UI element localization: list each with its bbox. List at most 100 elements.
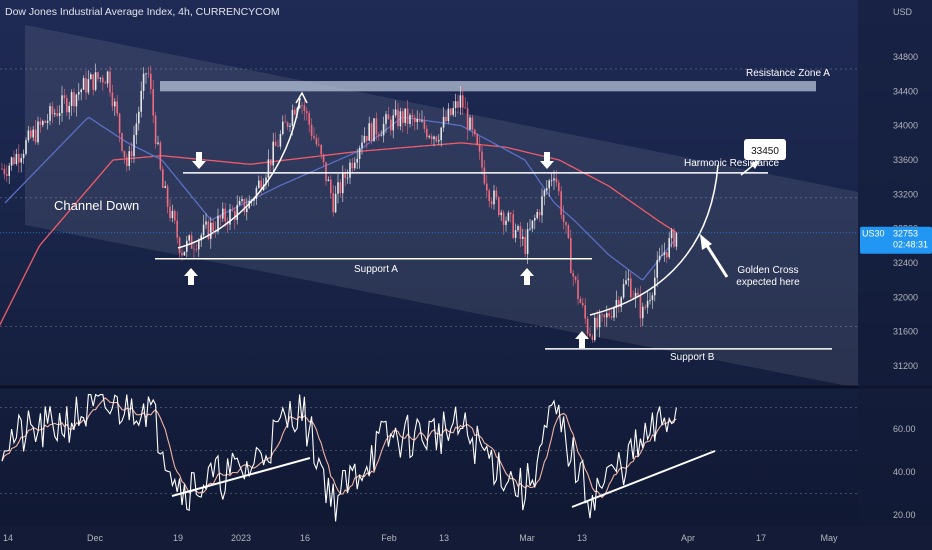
candle-body	[154, 115, 157, 144]
candle-body	[675, 232, 678, 247]
candle-body	[37, 121, 39, 143]
candle-body	[529, 228, 531, 230]
candle-body	[104, 82, 106, 84]
candle-body	[370, 123, 373, 142]
candle-body	[435, 136, 438, 142]
candle-body	[346, 177, 349, 179]
candle-body	[94, 72, 97, 90]
candle-body	[591, 336, 594, 341]
candle-body	[258, 180, 260, 188]
candle-body	[178, 237, 181, 253]
candle-body	[30, 130, 32, 138]
candle-body	[123, 150, 126, 158]
candle-body	[109, 71, 111, 93]
candle-body	[447, 108, 450, 122]
candle-body	[13, 157, 15, 164]
candle-body	[426, 128, 428, 138]
candle-body	[656, 260, 658, 278]
candle-body	[594, 317, 596, 341]
candle-body	[308, 113, 310, 125]
currency-label: USD	[893, 7, 913, 17]
price-tick-label: 34000	[893, 121, 918, 131]
candle-body	[668, 238, 670, 258]
candle-body	[414, 117, 416, 122]
candle-body	[193, 248, 195, 250]
candle-body	[351, 162, 354, 169]
candle-body	[102, 77, 104, 83]
candle-body	[442, 116, 445, 128]
candle-body	[354, 162, 356, 169]
candle-body	[147, 73, 150, 75]
candle-body	[73, 92, 75, 107]
candle-body	[241, 199, 243, 202]
candle-body	[478, 144, 481, 152]
candle-body	[380, 135, 382, 137]
candle-body	[332, 193, 334, 213]
golden-cross-label-line1: Golden Cross	[737, 265, 798, 276]
candle-body	[15, 153, 18, 164]
candle-body	[572, 273, 574, 277]
candle-body	[627, 278, 630, 281]
candle-body	[373, 118, 375, 142]
candle-body	[310, 124, 313, 137]
candle-body	[32, 129, 34, 138]
candle-body	[289, 125, 291, 127]
candle-body	[361, 142, 363, 148]
candle-body	[284, 121, 286, 123]
candle-body	[306, 111, 308, 114]
candle-body	[500, 212, 502, 216]
candle-body	[565, 221, 567, 226]
candle-body	[596, 317, 598, 328]
candle-body	[517, 226, 519, 231]
candle-body	[452, 107, 454, 115]
candle-body	[282, 121, 284, 135]
candle-body	[356, 158, 358, 163]
candle-body	[620, 297, 622, 308]
harmonic-value-box	[744, 139, 786, 160]
candle-body	[618, 299, 620, 308]
candle-body	[601, 314, 603, 316]
candle-body	[423, 120, 426, 129]
right-arc	[589, 164, 719, 316]
candle-body	[114, 101, 116, 107]
candle-body	[630, 278, 632, 298]
candle-body	[327, 179, 330, 182]
candle-body	[421, 120, 423, 122]
time-axis-panel[interactable]	[0, 526, 932, 550]
candle-body	[195, 248, 198, 250]
candle-body	[428, 136, 430, 138]
candle-body	[512, 214, 514, 238]
candle-body	[418, 118, 421, 122]
price-grid	[0, 68, 858, 328]
candle-body	[202, 224, 205, 236]
price-axis-panel[interactable]	[858, 0, 932, 526]
candle-body	[8, 165, 10, 176]
candle-body	[80, 89, 82, 93]
candle-body	[368, 123, 370, 141]
candle-body	[670, 230, 673, 239]
candle-body	[522, 236, 524, 239]
candle-body	[85, 78, 87, 93]
candle-body	[598, 314, 601, 328]
price-tick-label: 31200	[893, 361, 918, 371]
candle-body	[490, 201, 493, 205]
candle-body	[433, 136, 435, 140]
candle-body	[337, 182, 339, 194]
candle-body	[534, 218, 536, 221]
candle-body	[229, 209, 231, 225]
candle-body	[649, 299, 651, 301]
candle-body	[409, 115, 411, 124]
candle-body	[481, 151, 483, 168]
candle-body	[54, 113, 56, 115]
candle-body	[135, 123, 138, 136]
candle-body	[313, 136, 315, 139]
candle-body	[466, 108, 469, 130]
candle-body	[99, 77, 102, 79]
candle-body	[56, 113, 58, 116]
candle-body	[159, 142, 162, 170]
candle-body	[274, 141, 277, 146]
candle-body	[450, 108, 452, 115]
candle-body	[570, 237, 572, 274]
candle-body	[562, 214, 565, 222]
